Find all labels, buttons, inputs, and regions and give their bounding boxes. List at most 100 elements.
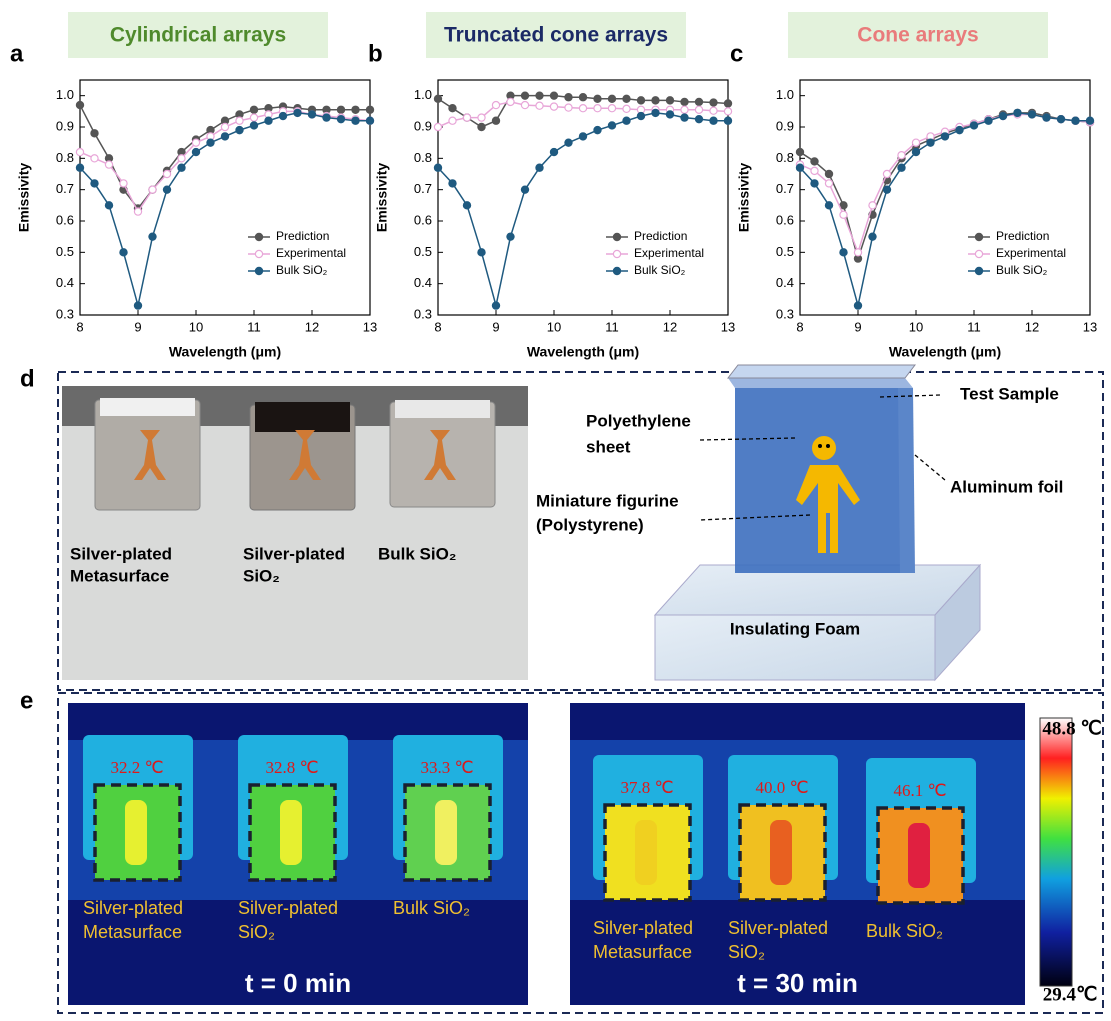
data-point	[133, 301, 143, 310]
figurine-heat	[635, 820, 657, 885]
label-line: Silver-plated	[238, 898, 338, 918]
x-tick-label: 13	[721, 319, 735, 334]
y-tick-label: 0.8	[414, 150, 432, 165]
y-tick-label: 0.3	[56, 306, 74, 321]
label-line: Metasurface	[83, 922, 182, 942]
x-tick-label: 11	[605, 319, 619, 334]
x-tick-label: 10	[909, 319, 923, 334]
legend-marker	[254, 232, 264, 242]
data-point	[1013, 108, 1022, 118]
schematic-label: Test Sample	[960, 384, 1059, 403]
data-point	[882, 185, 892, 194]
legend-marker	[974, 232, 984, 242]
data-point	[433, 122, 443, 132]
roi-box	[403, 783, 492, 882]
x-tick-label: 12	[1025, 319, 1039, 334]
data-point	[75, 147, 85, 157]
temperature: 46.1 ℃	[893, 781, 946, 800]
data-point	[1042, 113, 1051, 122]
data-point	[549, 102, 559, 111]
legend-label: Prediction	[276, 229, 329, 243]
data-point	[998, 111, 1008, 121]
data-point	[351, 105, 360, 114]
data-point	[795, 147, 805, 157]
temperature: 32.2 ℃	[110, 758, 163, 777]
data-point	[448, 103, 457, 113]
data-point	[249, 105, 259, 114]
label-line: SiO₂	[728, 942, 765, 962]
data-point	[723, 99, 733, 108]
y-tick-label: 0.4	[414, 275, 432, 290]
y-tick-label: 0.8	[776, 150, 794, 165]
data-point	[636, 111, 646, 121]
temperature: 32.8 ℃	[265, 758, 318, 777]
label-line: Silver-plated	[83, 898, 183, 918]
figurine-heat	[125, 800, 147, 865]
data-point	[564, 93, 573, 102]
y-tick-label: 0.7	[414, 181, 432, 196]
data-point	[90, 154, 99, 163]
x-tick-label: 12	[663, 319, 677, 334]
data-point	[293, 108, 302, 118]
label-line: Silver-plated	[243, 544, 345, 563]
data-point	[75, 163, 85, 172]
data-point	[694, 114, 704, 124]
data-point	[969, 121, 979, 130]
y-tick-label: 0.7	[56, 181, 74, 196]
data-point	[365, 116, 375, 125]
data-point	[853, 301, 863, 310]
plot-frame	[799, 79, 1091, 316]
y-tick-label: 1.0	[414, 87, 432, 102]
data-point	[926, 138, 935, 147]
data-point	[206, 138, 215, 147]
data-point	[578, 93, 588, 102]
y-tick-label: 0.6	[414, 212, 432, 227]
x-tick-label: 9	[134, 319, 141, 334]
data-point	[810, 166, 819, 176]
data-point	[1056, 114, 1066, 124]
roi-box	[738, 803, 827, 902]
data-point	[520, 185, 530, 194]
data-point	[665, 96, 675, 105]
plot-frame	[79, 79, 371, 316]
schematic-label: Insulating Foam	[730, 619, 860, 638]
colorbar-max: 48.8 ℃	[1042, 718, 1101, 739]
colorbar	[1039, 717, 1073, 987]
legend-marker	[974, 249, 984, 259]
x-axis-label: Wavelength (μm)	[169, 344, 281, 360]
data-point	[462, 113, 472, 122]
data-point	[535, 101, 544, 110]
legend-label: Prediction	[996, 229, 1049, 243]
data-point	[694, 97, 704, 107]
data-point	[795, 163, 805, 172]
data-point	[636, 96, 646, 105]
data-point	[177, 154, 186, 163]
data-point	[680, 97, 689, 107]
data-point	[249, 121, 259, 130]
data-point	[680, 105, 689, 114]
data-point	[694, 105, 704, 114]
data-point	[148, 185, 157, 194]
figurine-heat	[435, 800, 457, 865]
data-point	[607, 103, 617, 113]
data-point	[491, 100, 501, 110]
panel-e-frame	[57, 692, 1104, 1014]
data-point	[535, 91, 544, 100]
schematic-label: Aluminum foil	[950, 477, 1063, 496]
data-point	[477, 122, 486, 132]
colorbar-min: 29.4℃	[1043, 984, 1098, 1005]
data-point	[448, 179, 457, 188]
data-point	[824, 201, 834, 210]
figurine-heat	[908, 823, 930, 888]
y-tick-label: 0.6	[56, 212, 74, 227]
y-axis-label: Emissivity	[374, 163, 390, 232]
data-point	[307, 110, 317, 119]
data-point	[709, 98, 718, 107]
data-point	[824, 169, 834, 179]
data-point	[853, 248, 863, 257]
data-point	[680, 113, 689, 122]
data-point	[506, 232, 515, 241]
data-point	[549, 91, 559, 100]
roi-box	[603, 803, 692, 902]
